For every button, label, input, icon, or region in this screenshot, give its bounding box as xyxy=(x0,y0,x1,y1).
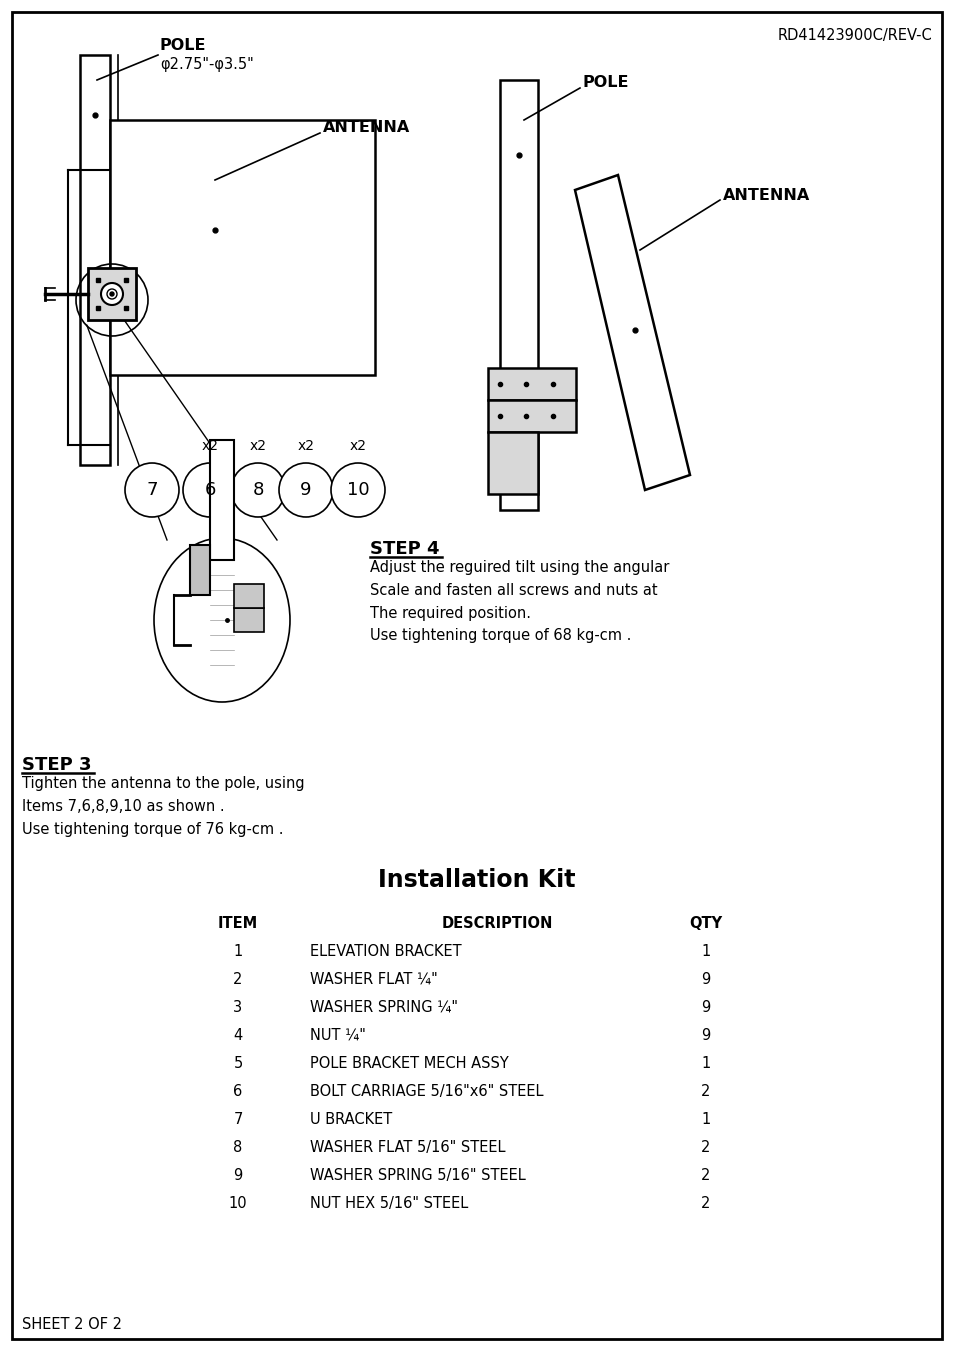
Polygon shape xyxy=(575,176,689,490)
Text: 5: 5 xyxy=(233,1056,242,1071)
Bar xyxy=(488,367,576,400)
Text: ANTENNA: ANTENNA xyxy=(722,188,809,203)
Circle shape xyxy=(107,289,117,299)
Text: φ2.75"-φ3.5": φ2.75"-φ3.5" xyxy=(160,57,253,72)
Bar xyxy=(233,584,264,608)
Text: 1: 1 xyxy=(700,1056,710,1071)
Text: 1: 1 xyxy=(233,944,242,959)
Text: 1: 1 xyxy=(700,944,710,959)
Text: 9: 9 xyxy=(233,1169,242,1183)
Text: QTY: QTY xyxy=(689,916,721,931)
Text: WASHER FLAT 5/16" STEEL: WASHER FLAT 5/16" STEEL xyxy=(310,1140,505,1155)
Text: ANTENNA: ANTENNA xyxy=(323,120,410,135)
Text: 10: 10 xyxy=(229,1196,247,1210)
Bar xyxy=(80,55,110,465)
Text: x2: x2 xyxy=(349,439,366,453)
Text: WASHER SPRING 5/16" STEEL: WASHER SPRING 5/16" STEEL xyxy=(310,1169,525,1183)
Text: 2: 2 xyxy=(700,1084,710,1098)
Bar xyxy=(488,432,537,494)
Text: x2: x2 xyxy=(297,439,314,453)
Text: x2: x2 xyxy=(250,439,266,453)
Text: WASHER SPRING ¼": WASHER SPRING ¼" xyxy=(310,1000,457,1015)
Text: x2: x2 xyxy=(201,439,218,453)
Text: ITEM: ITEM xyxy=(217,916,258,931)
Text: 9: 9 xyxy=(700,971,710,988)
Text: POLE: POLE xyxy=(160,38,206,53)
Text: STEP 4: STEP 4 xyxy=(370,540,439,558)
Text: 2: 2 xyxy=(700,1169,710,1183)
Text: 1: 1 xyxy=(700,1112,710,1127)
Circle shape xyxy=(331,463,385,517)
Text: POLE BRACKET MECH ASSY: POLE BRACKET MECH ASSY xyxy=(310,1056,508,1071)
Text: 4: 4 xyxy=(233,1028,242,1043)
Ellipse shape xyxy=(153,538,290,703)
Text: 10: 10 xyxy=(346,481,369,499)
Text: Tighten the antenna to the pole, using
Items 7,6,8,9,10 as shown .
Use tightenin: Tighten the antenna to the pole, using I… xyxy=(22,775,304,836)
Text: Installation Kit: Installation Kit xyxy=(377,867,576,892)
Bar xyxy=(210,440,233,561)
Bar xyxy=(110,120,375,376)
Text: 2: 2 xyxy=(700,1140,710,1155)
Text: 8: 8 xyxy=(233,1140,242,1155)
Circle shape xyxy=(278,463,333,517)
Text: 6: 6 xyxy=(233,1084,242,1098)
Text: Adjust the reguired tilt using the angular
Scale and fasten all screws and nuts : Adjust the reguired tilt using the angul… xyxy=(370,561,669,643)
Bar xyxy=(499,80,537,509)
Text: 3: 3 xyxy=(233,1000,242,1015)
Circle shape xyxy=(101,282,123,305)
Text: 2: 2 xyxy=(233,971,242,988)
Circle shape xyxy=(231,463,285,517)
Text: 7: 7 xyxy=(233,1112,242,1127)
Bar xyxy=(190,544,210,594)
Circle shape xyxy=(183,463,236,517)
Text: 9: 9 xyxy=(300,481,312,499)
Text: ELEVATION BRACKET: ELEVATION BRACKET xyxy=(310,944,461,959)
Text: DESCRIPTION: DESCRIPTION xyxy=(441,916,552,931)
Circle shape xyxy=(110,292,113,296)
Text: POLE: POLE xyxy=(582,76,629,91)
Text: SHEET 2 OF 2: SHEET 2 OF 2 xyxy=(22,1317,122,1332)
Text: STEP 3: STEP 3 xyxy=(22,757,91,774)
Bar xyxy=(233,608,264,632)
Bar xyxy=(488,400,576,432)
Bar xyxy=(88,267,136,320)
Text: BOLT CARRIAGE 5/16"x6" STEEL: BOLT CARRIAGE 5/16"x6" STEEL xyxy=(310,1084,543,1098)
Text: NUT HEX 5/16" STEEL: NUT HEX 5/16" STEEL xyxy=(310,1196,468,1210)
Text: RD41423900C/REV-C: RD41423900C/REV-C xyxy=(777,28,931,43)
Circle shape xyxy=(125,463,179,517)
Text: U BRACKET: U BRACKET xyxy=(310,1112,392,1127)
Text: 6: 6 xyxy=(204,481,215,499)
Text: 9: 9 xyxy=(700,1028,710,1043)
Text: 2: 2 xyxy=(700,1196,710,1210)
Text: NUT ¼": NUT ¼" xyxy=(310,1028,366,1043)
Text: 8: 8 xyxy=(252,481,263,499)
Text: 7: 7 xyxy=(146,481,157,499)
Text: WASHER FLAT ¼": WASHER FLAT ¼" xyxy=(310,971,437,988)
Text: 9: 9 xyxy=(700,1000,710,1015)
